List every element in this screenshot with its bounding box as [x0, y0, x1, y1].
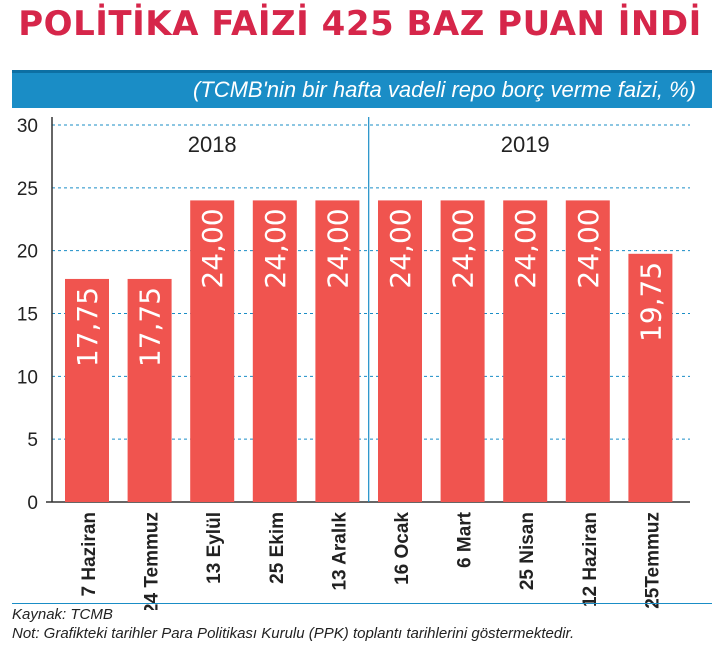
bar-value-label: 24,00: [509, 208, 542, 288]
subtitle-bar: (TCMB'nin bir hafta vadeli repo borç ver…: [12, 70, 712, 108]
chart-subtitle: (TCMB'nin bir hafta vadeli repo borç ver…: [192, 77, 696, 102]
x-tick-label: 12 Haziran: [580, 512, 601, 607]
x-tick-label: 25 Ekim: [267, 512, 288, 584]
x-tick-label: 7 Haziran: [79, 512, 100, 596]
y-tick-label: 20: [17, 242, 38, 263]
bar: [65, 278, 109, 502]
bar-value-label: 17,75: [71, 287, 104, 367]
footnote: Not: Grafikteki tarihler Para Politikası…: [12, 625, 575, 642]
bars: 17,75 17,75 24,00 24,00 24,00 24,00 24,00 24,00…: [65, 200, 673, 502]
y-tick-label: 10: [17, 367, 38, 388]
bar: [503, 200, 548, 502]
bar-value-label: 24,00: [321, 208, 354, 288]
y-tick-label: 15: [17, 305, 38, 326]
y-tick-label: 30: [17, 116, 38, 137]
bar-value-label: 24,00: [447, 208, 480, 288]
y-tick-label: 0: [27, 493, 38, 514]
footer-divider: [12, 603, 712, 604]
bar-value-label: 19,75: [634, 262, 667, 342]
bar-value-label: 17,75: [134, 287, 167, 367]
year-group-label: 2019: [501, 132, 550, 157]
year-group-label: 2018: [188, 132, 237, 157]
x-tick-label: 13 Eylül: [204, 512, 225, 584]
bar: [252, 200, 297, 502]
bar-value-label: 24,00: [572, 208, 605, 288]
x-tick-label: 25Temmuz: [642, 512, 663, 609]
bar: [315, 200, 360, 502]
bar: [565, 200, 610, 502]
y-tick-label: 25: [17, 179, 38, 200]
x-tick-label: 13 Aralık: [329, 512, 350, 591]
y-tick-label: 5: [27, 430, 38, 451]
bar: [378, 200, 422, 502]
x-tick-label: 25 Nisan: [517, 512, 538, 590]
bar-chart: 0 5 10 15 20 25 30 17,75 17,75 24,00 24,00 24,00 24…: [17, 116, 690, 610]
bar-value-label: 24,00: [259, 208, 292, 288]
x-tick-label: 16 Ocak: [392, 512, 413, 585]
page-title: POLİTİKA FAİZİ 425 BAZ PUAN İNDİ: [18, 4, 702, 44]
y-axis-ticks: 0 5 10 15 20 25 30: [17, 116, 38, 514]
bar: [127, 278, 172, 502]
bar: [440, 200, 485, 502]
x-tick-label: 24 Temmuz: [142, 512, 163, 610]
year-groups: 2018 2019: [188, 117, 550, 502]
bar-value-label: 24,00: [196, 208, 229, 288]
x-tick-label: 6 Mart: [455, 511, 476, 568]
x-axis-labels: 7 Haziran 24 Temmuz 13 Eylül 25 Ekim 13 Aral…: [79, 511, 663, 610]
bar: [190, 200, 235, 502]
bar: [628, 253, 673, 502]
source-note: Kaynak: TCMB: [12, 606, 113, 623]
bar-value-label: 24,00: [384, 208, 417, 288]
